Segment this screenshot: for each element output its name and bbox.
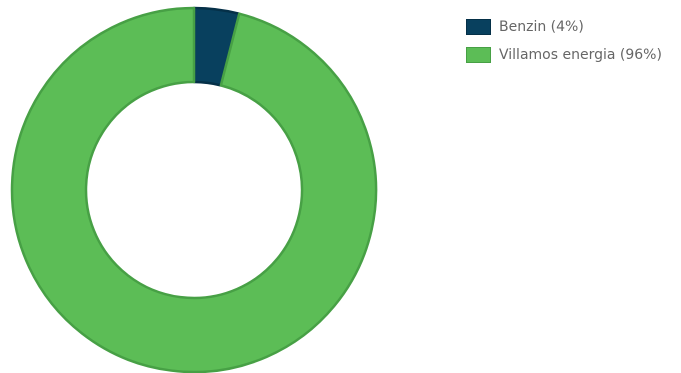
legend-swatch <box>466 47 491 63</box>
donut-slice-1[interactable] <box>10 6 378 373</box>
legend-item-0[interactable]: Benzin (4%) <box>466 16 662 38</box>
doughnut-plot <box>10 6 378 373</box>
legend-swatch <box>466 19 491 35</box>
legend-label: Benzin (4%) <box>499 19 584 35</box>
legend-label: Villamos energia (96%) <box>499 47 662 63</box>
chart-legend: Benzin (4%) Villamos energia (96%) <box>466 16 662 72</box>
legend-item-1[interactable]: Villamos energia (96%) <box>466 44 662 66</box>
